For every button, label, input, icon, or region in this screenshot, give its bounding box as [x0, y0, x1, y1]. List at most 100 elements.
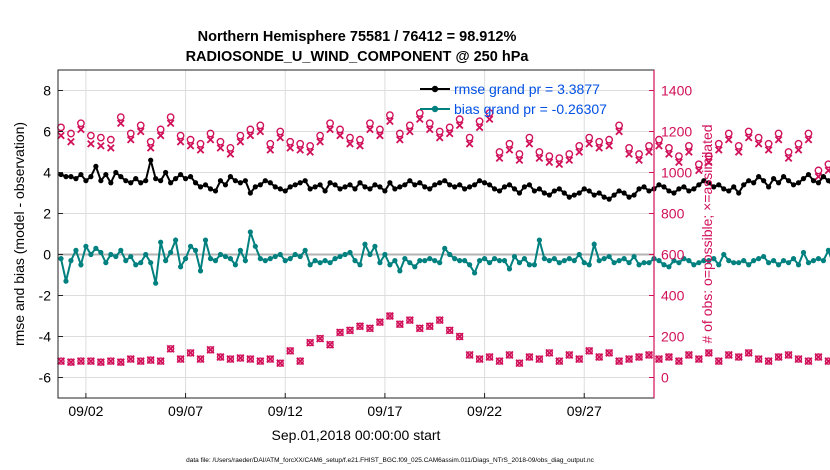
- rmse-point: [556, 186, 562, 192]
- rmse-point: [257, 182, 263, 188]
- obs-low-assimilated-point: [654, 355, 664, 364]
- bias-point: [696, 260, 702, 266]
- rmse-point: [93, 163, 99, 169]
- bias-point: [332, 256, 338, 262]
- bias-point: [761, 253, 767, 260]
- rmse-point: [252, 184, 258, 190]
- obs-possible-point: [57, 123, 65, 132]
- obs-assimilated-point: [645, 148, 653, 156]
- rmse-point: [566, 194, 572, 200]
- chart-title-line1: Northern Hemisphere 75581 / 76412 = 98.9…: [198, 29, 517, 45]
- obs-possible-point: [67, 129, 75, 138]
- bias-point: [242, 258, 248, 264]
- obs-possible-point: [485, 109, 494, 117]
- obs-assimilated-point: [804, 135, 813, 144]
- bias-point: [681, 256, 687, 262]
- y-tick-label-right: 1000: [661, 165, 692, 181]
- obs-assimilated-point: [565, 156, 574, 165]
- obs-low-possible-point: [505, 351, 514, 359]
- obs-low-possible-point: [625, 355, 633, 363]
- obs-low-possible-point: [595, 353, 603, 361]
- bias-point: [611, 260, 617, 266]
- obs-possible-point: [545, 152, 554, 161]
- obs-possible-point: [286, 137, 295, 146]
- rmse-point: [606, 196, 612, 202]
- obs-low-possible-point: [715, 357, 723, 365]
- bias-point: [452, 256, 458, 262]
- obs-possible-point: [256, 121, 265, 130]
- bias-point: [182, 256, 189, 262]
- obs-possible-point: [236, 131, 245, 140]
- obs-low-possible-point: [824, 357, 830, 365]
- obs-low-assimilated-point: [246, 355, 255, 364]
- x-axis: 09/02 09/07 09/12 09/17 09/22 09/27: [68, 393, 602, 419]
- rmse-point: [726, 188, 732, 194]
- obs-low-assimilated-point: [664, 352, 673, 362]
- obs-assimilated-point: [695, 166, 703, 175]
- bias-point: [227, 256, 234, 262]
- rmse-point: [711, 184, 717, 190]
- y-tick-label-right: 200: [661, 329, 685, 345]
- obs-assimilated-point: [615, 127, 623, 136]
- obs-low-possible-point: [525, 353, 534, 361]
- rmse-point: [153, 176, 159, 182]
- bias-point: [766, 260, 772, 266]
- obs-possible-point: [445, 123, 454, 132]
- rmse-point: [501, 184, 508, 190]
- bias-point: [382, 251, 388, 258]
- obs-low-assimilated-point: [635, 352, 644, 362]
- rmse-point: [173, 176, 179, 182]
- obs-assimilated-point: [445, 129, 454, 138]
- rmse-point: [636, 186, 642, 192]
- rmse-point: [472, 182, 478, 188]
- obs-assimilated-point: [226, 150, 235, 158]
- obs-low-possible-point: [246, 355, 255, 363]
- rmse-point: [63, 174, 69, 180]
- rmse-point: [432, 182, 438, 188]
- obs-assimilated-point: [326, 125, 334, 134]
- obs-low-possible-point: [685, 351, 693, 359]
- rmse-point: [342, 184, 348, 190]
- bias-point: [686, 258, 692, 264]
- bias-point: [177, 264, 184, 270]
- obs-low-assimilated-point: [445, 326, 454, 335]
- obs-low-possible-point: [575, 355, 583, 363]
- bias-point: [427, 256, 433, 262]
- obs-possible-point: [774, 129, 783, 138]
- rmse-point: [392, 186, 398, 192]
- obs-low-possible-point: [226, 355, 235, 363]
- rmse-point: [756, 174, 762, 180]
- rmse-point: [327, 180, 333, 186]
- obs-low-assimilated-point: [56, 357, 66, 366]
- obs-possible-point: [77, 119, 85, 128]
- obs-possible-point: [385, 111, 394, 120]
- obs-low-assimilated-point: [794, 355, 803, 364]
- obs-possible-point: [346, 133, 354, 142]
- obs-assimilated-point: [186, 142, 195, 150]
- obs-low-possible-point: [735, 353, 743, 361]
- obs-assimilated-point: [545, 158, 554, 167]
- bias-point: [641, 260, 647, 266]
- bias-point: [646, 260, 652, 266]
- obs-low-assimilated-point: [605, 348, 614, 357]
- obs-possible-point: [156, 125, 165, 134]
- bias-point: [746, 262, 752, 268]
- obs-assimilated-point: [665, 150, 673, 158]
- obs-assimilated-point: [485, 115, 494, 124]
- obs-low-possible-point: [605, 349, 613, 357]
- obs-assimilated-point: [396, 135, 404, 144]
- obs-assimilated-point: [316, 137, 324, 146]
- rmse-point: [467, 184, 473, 190]
- rmse-point: [332, 182, 338, 188]
- rmse-point: [626, 194, 632, 200]
- rmse-point: [412, 182, 418, 188]
- obs-low-possible-point: [107, 357, 115, 365]
- obs-assimilated-point: [97, 142, 105, 150]
- bias-point: [118, 247, 124, 253]
- obs-assimilated-point: [525, 139, 534, 148]
- obs-low-assimilated-point: [824, 357, 830, 366]
- bias-point: [317, 260, 323, 266]
- rmse-point: [770, 176, 777, 182]
- obs-low-assimilated-point: [595, 352, 604, 362]
- obs-possible-point: [615, 121, 624, 130]
